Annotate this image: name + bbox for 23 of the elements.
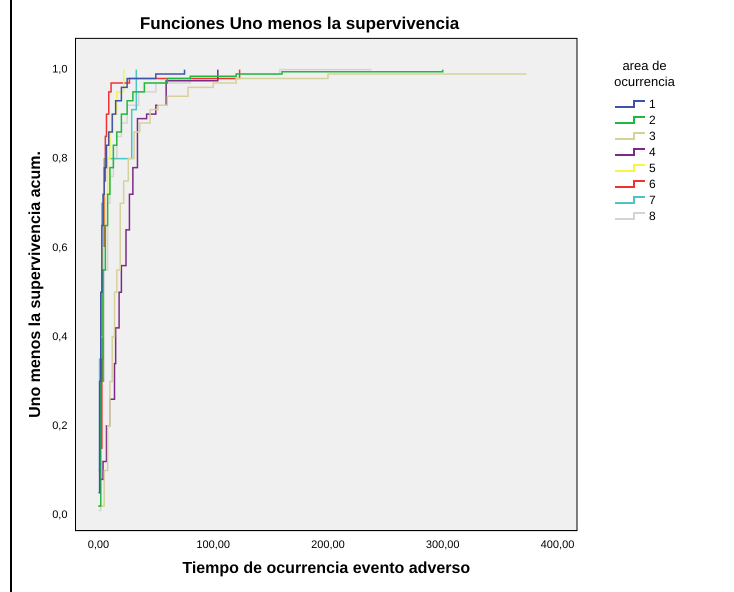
y-tick-label: 0,2 bbox=[52, 420, 68, 432]
y-tick-label: 0,8 bbox=[52, 152, 68, 165]
legend-label: 7 bbox=[649, 193, 656, 207]
legend-label: 6 bbox=[649, 177, 656, 191]
y-tick-label: 1,0 bbox=[52, 64, 68, 76]
legend-title: area de ocurrencia bbox=[613, 58, 676, 90]
y-tick-label: 0,0 bbox=[52, 509, 68, 522]
chart-title: Funciones Uno menos la supervivencia bbox=[140, 14, 460, 33]
legend-label: 3 bbox=[649, 129, 656, 143]
y-axis-title: Uno menos la supervivencia acum. bbox=[27, 151, 44, 418]
y-tick-label: 0,4 bbox=[52, 330, 68, 343]
x-axis-title: Tiempo de ocurrencia evento adverso bbox=[182, 560, 470, 577]
legend-label: 5 bbox=[649, 161, 656, 175]
legend-label: 2 bbox=[649, 113, 656, 127]
x-tick-label: 200,00 bbox=[311, 539, 345, 552]
legend-label: 8 bbox=[649, 209, 656, 223]
x-tick-label: 100,00 bbox=[196, 539, 230, 552]
y-tick-label: 0,6 bbox=[52, 242, 68, 254]
x-tick-label: 0,00 bbox=[88, 539, 110, 552]
x-tick-label: 400,00 bbox=[540, 539, 574, 552]
x-tick-label: 300,00 bbox=[426, 539, 460, 552]
legend-label: 1 bbox=[649, 97, 656, 111]
legend-label: 4 bbox=[649, 145, 656, 159]
